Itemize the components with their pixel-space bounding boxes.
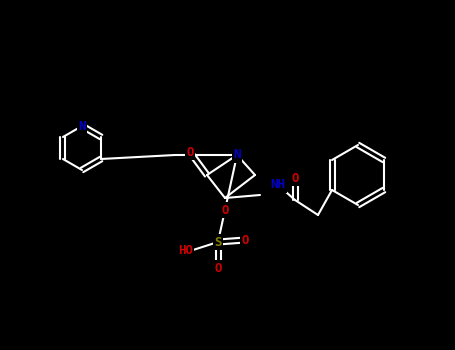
Text: N: N [78,119,86,133]
Text: NH: NH [271,178,285,191]
Text: N: N [233,148,241,161]
Text: O: O [221,203,229,217]
Text: O: O [214,261,222,274]
Text: S: S [214,236,222,248]
Text: O: O [291,172,299,184]
Text: HO: HO [178,244,193,257]
Text: O: O [241,233,249,246]
Text: O: O [186,146,194,159]
